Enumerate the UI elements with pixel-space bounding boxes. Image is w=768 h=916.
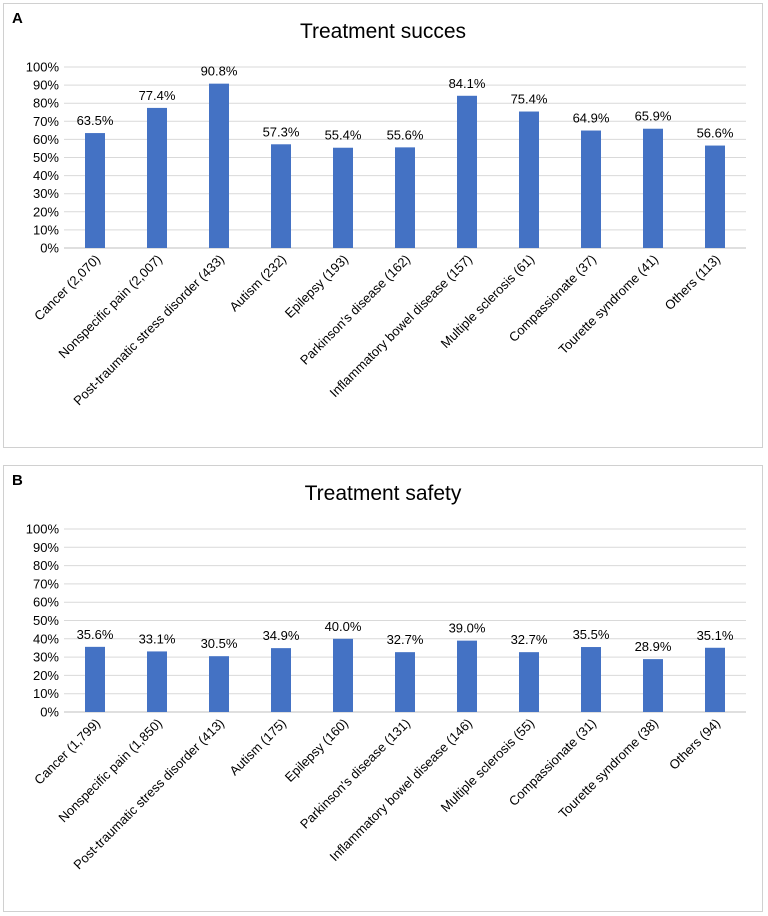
bar-value-label: 28.9% bbox=[635, 639, 672, 654]
chart-panel-a: A Treatment succes 0% 10% 20% 30% 40% 50% 60% 7… bbox=[3, 3, 763, 448]
bar bbox=[147, 651, 167, 712]
y-tick-label: 90% bbox=[33, 78, 59, 93]
bar-value-label: 65.9% bbox=[635, 109, 672, 124]
bar-chart-a: 0%10%20%30%40%50%60%70%80%90%100%63.5%Ca… bbox=[26, 60, 746, 408]
bar-value-label: 35.5% bbox=[573, 627, 610, 642]
y-tick-label: 20% bbox=[33, 668, 59, 683]
y-tick-label: 70% bbox=[33, 114, 59, 129]
bar-value-label: 30.5% bbox=[201, 636, 238, 651]
bar bbox=[705, 647, 725, 712]
bar bbox=[333, 638, 353, 712]
y-tick-label: 100% bbox=[26, 60, 60, 75]
bar-value-label: 32.7% bbox=[387, 632, 424, 647]
x-category-label: Parkinson's disease (162) bbox=[297, 252, 413, 368]
bar bbox=[519, 652, 539, 712]
bar bbox=[209, 83, 229, 248]
panel-letter-a: A bbox=[12, 10, 23, 27]
bar-value-label: 90.8% bbox=[201, 64, 238, 79]
bar-value-label: 84.1% bbox=[449, 76, 486, 91]
bar-chart-b: 0%10%20%30%40%50%60%70%80%90%100%35.6%Ca… bbox=[26, 522, 746, 872]
bar-value-label: 75.4% bbox=[511, 92, 548, 107]
y-tick-label: 60% bbox=[33, 595, 59, 610]
y-tick-label: 10% bbox=[33, 222, 59, 237]
x-category-label: Parkinson's disease (131) bbox=[297, 716, 413, 832]
x-category-label: Autism (175) bbox=[226, 716, 289, 779]
bar-value-label: 55.4% bbox=[325, 128, 362, 143]
bar bbox=[457, 95, 477, 249]
y-tick-label: 80% bbox=[33, 558, 59, 573]
x-category-label: Others (113) bbox=[662, 252, 724, 314]
bar bbox=[643, 128, 663, 248]
bar-value-label: 55.6% bbox=[387, 127, 424, 142]
bar-value-label: 40.0% bbox=[325, 619, 362, 634]
bar bbox=[85, 133, 105, 248]
bar bbox=[519, 111, 539, 248]
x-category-label: Epilepsy (193) bbox=[282, 252, 351, 321]
chart-title-b: Treatment safety bbox=[304, 482, 462, 505]
bar-value-label: 77.4% bbox=[139, 88, 176, 103]
y-tick-label: 40% bbox=[33, 168, 59, 183]
panel-letter-b: B bbox=[12, 472, 23, 489]
bar-value-label: 63.5% bbox=[77, 113, 114, 128]
bar-value-label: 64.9% bbox=[573, 111, 610, 126]
x-category-label: Others (94) bbox=[666, 716, 723, 773]
bar bbox=[333, 147, 353, 248]
y-tick-label: 80% bbox=[33, 96, 59, 111]
bar bbox=[457, 640, 477, 712]
y-tick-label: 30% bbox=[33, 186, 59, 201]
bar-value-label: 33.1% bbox=[139, 631, 176, 646]
x-category-label: Autism (232) bbox=[226, 252, 289, 315]
chart-title-a: Treatment succes bbox=[299, 20, 467, 43]
x-category-label: Nonspecific pain (2,007) bbox=[55, 252, 165, 362]
y-tick-label: 0% bbox=[40, 705, 59, 720]
bar bbox=[271, 144, 291, 248]
bar bbox=[147, 107, 167, 248]
chart-panel-b: B Treatment safety 0% 10% 20% 30% 40% 50% 60% 7… bbox=[3, 465, 763, 912]
y-tick-label: 50% bbox=[33, 150, 59, 165]
y-tick-label: 70% bbox=[33, 576, 59, 591]
bar bbox=[395, 147, 415, 248]
bar-value-label: 35.1% bbox=[697, 628, 734, 643]
y-tick-label: 30% bbox=[33, 650, 59, 665]
y-tick-label: 40% bbox=[33, 631, 59, 646]
bar-value-label: 57.3% bbox=[263, 124, 300, 139]
bar bbox=[209, 656, 229, 712]
y-tick-label: 100% bbox=[26, 522, 60, 537]
bar-value-label: 56.6% bbox=[697, 126, 734, 141]
bar bbox=[85, 646, 105, 712]
bar bbox=[581, 130, 601, 248]
bar bbox=[581, 647, 601, 712]
bar bbox=[271, 648, 291, 712]
y-tick-label: 0% bbox=[40, 241, 59, 256]
y-tick-label: 10% bbox=[33, 686, 59, 701]
bar bbox=[705, 145, 725, 248]
bar-value-label: 34.9% bbox=[263, 628, 300, 643]
bar bbox=[643, 659, 663, 712]
y-tick-label: 60% bbox=[33, 132, 59, 147]
bar-value-label: 32.7% bbox=[511, 632, 548, 647]
y-tick-label: 20% bbox=[33, 204, 59, 219]
bar-value-label: 35.6% bbox=[77, 627, 114, 642]
y-tick-label: 90% bbox=[33, 540, 59, 555]
x-category-label: Epilepsy (160) bbox=[282, 716, 351, 785]
x-category-label: Nonspecific pain (1,850) bbox=[55, 716, 165, 826]
bar bbox=[395, 652, 415, 712]
bar-value-label: 39.0% bbox=[449, 621, 486, 636]
y-tick-label: 50% bbox=[33, 613, 59, 628]
